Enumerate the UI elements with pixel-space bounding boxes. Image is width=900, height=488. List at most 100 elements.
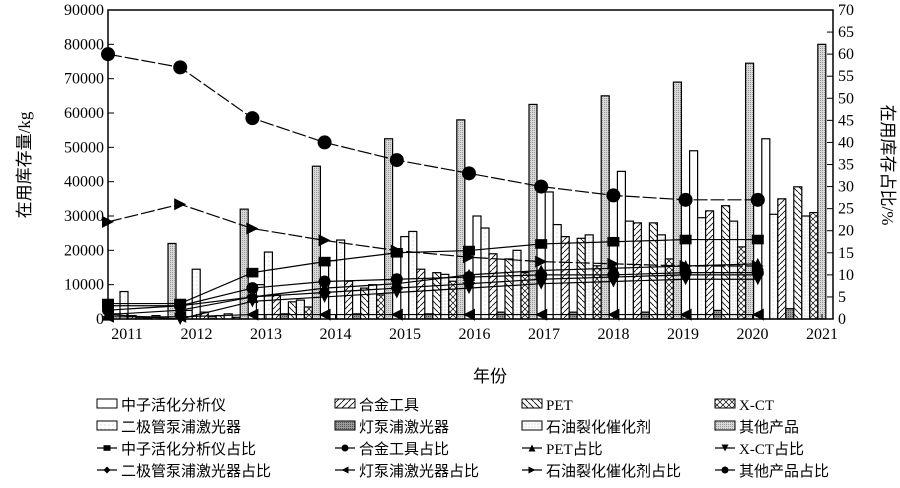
marker-triangle-right-2013 <box>246 222 259 235</box>
bar-light2-2018 <box>656 234 667 320</box>
marker-diamond-2013 <box>246 290 259 303</box>
x-tick-label: 2013 <box>250 326 282 343</box>
marker-circle-2013 <box>246 282 259 295</box>
bar-diag-2013 <box>271 294 281 320</box>
legend-label: 合金工具占比 <box>359 441 449 458</box>
legend-label: PET <box>546 398 573 414</box>
bar-diag-2018 <box>632 222 643 320</box>
marker-square-2017 <box>535 239 548 249</box>
bar-light-2014 <box>336 239 346 320</box>
bar-gray-2019 <box>744 62 755 320</box>
bar-cross-2013 <box>303 306 313 320</box>
bar-empty-2020 <box>761 138 771 320</box>
x-axis-label: 年份 <box>473 367 507 386</box>
x-tick-label: 2020 <box>737 326 769 343</box>
y2-tick-label: 10 <box>838 267 854 284</box>
marker-triangle-left-2012 <box>174 310 187 323</box>
y2-tick-label: 40 <box>838 134 854 151</box>
y2-tick-label: 65 <box>838 24 854 41</box>
bar-cross-2015 <box>448 280 458 320</box>
y-tick-label: 0 <box>96 311 104 328</box>
x-tick-label: 2011 <box>111 326 142 343</box>
marker-circle-2019 <box>678 192 693 207</box>
bar-back-2016 <box>504 258 514 320</box>
marker-triangle-right-2014 <box>318 234 331 247</box>
y2-tick-label: 45 <box>838 112 854 129</box>
marker-square-2016 <box>463 245 475 256</box>
bar-cross-2018 <box>664 258 675 320</box>
marker-circle-2020 <box>750 192 765 207</box>
y-tick-label: 20000 <box>64 242 104 259</box>
marker-circle-2018 <box>606 188 621 203</box>
line-triangle-right-6 <box>107 203 758 267</box>
marker-triangle-right-2020 <box>751 260 764 273</box>
y2-tick-label: 55 <box>838 68 854 85</box>
bar-dark-2018 <box>640 311 651 320</box>
bar-diag-2017 <box>560 236 570 320</box>
marker-circle-2014 <box>317 135 332 150</box>
legend-swatch-back <box>521 398 543 409</box>
y-tick-label: 60000 <box>64 105 104 122</box>
bar-cross-2020 <box>809 211 819 320</box>
bar-light2-2013 <box>295 299 305 320</box>
bar-diag-2020 <box>777 198 787 320</box>
bar-light-2019 <box>696 217 707 320</box>
legend-swatch-light <box>96 420 118 431</box>
bar-back-2018 <box>648 222 659 320</box>
marker-diamond-2017 <box>535 273 548 286</box>
legend-marker-circle <box>721 466 729 474</box>
marker-circle-2012 <box>173 60 188 75</box>
line-triangle-left-5 <box>108 313 758 318</box>
legend-swatch-cross <box>714 398 736 409</box>
legend-label: 中子活化分析仪占比 <box>121 441 256 458</box>
marker-triangle-left-2020 <box>751 308 764 321</box>
bar-light2-2012 <box>223 313 233 320</box>
x-tick-label: 2016 <box>459 326 491 343</box>
x-tick-label: 2012 <box>181 326 213 343</box>
x-tick-label: 2018 <box>598 326 630 343</box>
marker-square-2018 <box>607 236 620 247</box>
marker-triangle-right-2016 <box>463 251 475 264</box>
line-triangle-up-2 <box>107 263 758 316</box>
marker-square-2014 <box>318 256 331 267</box>
y-tick-label: 50000 <box>64 139 104 156</box>
marker-triangle-up-2016 <box>463 268 475 281</box>
y2-tick-label: 5 <box>838 289 846 306</box>
bar-light2-2020 <box>801 215 811 320</box>
legend-label: 合金工具 <box>359 397 419 414</box>
line-circle-1 <box>107 272 758 311</box>
marker-triangle-up-2017 <box>535 264 548 277</box>
legend-label: 灯泵浦激光器 <box>359 419 449 436</box>
bar-diag-2015 <box>416 268 426 320</box>
marker-circle-2013 <box>245 111 260 126</box>
legend-label: 石油裂化催化剂 <box>546 419 651 436</box>
legend-swatch-diag <box>334 398 356 409</box>
marker-circle-2016 <box>462 166 476 181</box>
x-tick-label: 2021 <box>806 326 838 343</box>
bar-dark-2017 <box>568 311 578 320</box>
y2-tick-label: 0 <box>838 311 846 328</box>
legend-marker-triangle-down <box>721 444 729 452</box>
y2-tick-label: 50 <box>838 90 854 107</box>
bar-light-2017 <box>552 223 562 320</box>
bar-back-2013 <box>287 301 297 320</box>
legend-marker-triangle-left <box>341 466 349 474</box>
marker-triangle-right-2012 <box>174 198 187 211</box>
legend-label: 灯泵浦激光器占比 <box>359 463 479 480</box>
bar-back-2019 <box>720 205 731 320</box>
marker-triangle-left-2013 <box>246 308 259 321</box>
bar-empty-2016 <box>472 215 482 320</box>
y2-tick-label: 60 <box>838 46 854 63</box>
line-triangle-down-3 <box>107 278 758 320</box>
legend-marker-triangle-right <box>528 466 536 474</box>
bar-light2-2019 <box>728 220 739 320</box>
line-circle-7 <box>107 53 758 201</box>
x-tick-label: 2019 <box>667 326 699 343</box>
y2-tick-label: 15 <box>838 245 854 262</box>
marker-triangle-left-2019 <box>679 308 692 321</box>
legend-label: X-CT占比 <box>739 441 804 458</box>
marker-square-2019 <box>679 234 692 245</box>
bar-dark-2016 <box>496 311 506 320</box>
